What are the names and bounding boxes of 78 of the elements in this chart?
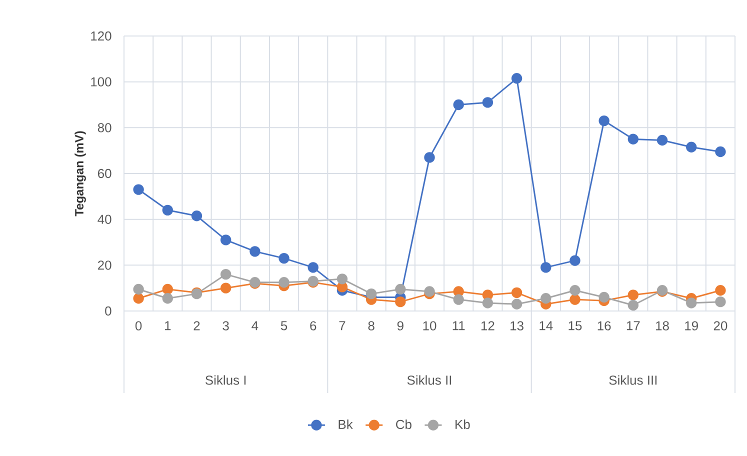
y-tick-label: 60 (98, 168, 112, 178)
point (162, 293, 173, 304)
point (511, 73, 522, 84)
x-tick-label: 6 (310, 321, 316, 330)
point (133, 293, 144, 304)
point (628, 300, 639, 311)
x-tick-label: 7 (339, 321, 346, 330)
x-tick-label: 9 (397, 321, 404, 330)
x-tick-label: 19 (685, 321, 698, 330)
legend-label: Bk (338, 420, 353, 429)
point (686, 142, 697, 152)
x-tick-label: 16 (598, 321, 611, 330)
point (628, 134, 639, 144)
x-tick-label: 18 (656, 321, 669, 330)
y-tick-label: 20 (98, 260, 112, 270)
y-tick-label: 100 (91, 77, 112, 86)
x-tick-label: 2 (194, 321, 200, 330)
x-tick-label: 11 (452, 321, 465, 330)
point (570, 255, 580, 266)
point (366, 288, 377, 300)
point (482, 298, 494, 308)
text: Siklus II (407, 375, 452, 385)
point (308, 262, 318, 273)
x-tick-label: 4 (252, 321, 258, 330)
y-tick-label: 120 (91, 31, 112, 41)
x-tick-label: 14 (540, 321, 553, 330)
legend-label: Kb (456, 420, 470, 430)
point (511, 298, 522, 310)
point (715, 285, 726, 296)
x-tick-label: 15 (568, 321, 582, 330)
point (220, 282, 232, 294)
point (540, 262, 552, 273)
point (250, 246, 260, 257)
point (191, 210, 202, 222)
point (715, 146, 726, 158)
y-tick-label: 80 (98, 123, 112, 132)
point (715, 296, 726, 308)
x-tick-label: 12 (481, 321, 494, 330)
point (540, 293, 552, 304)
point (656, 134, 668, 146)
text: Siklus I (205, 375, 246, 385)
x-tick-label: 3 (222, 321, 229, 330)
point (482, 97, 494, 108)
point (395, 296, 406, 308)
x-tick-label: 20 (714, 321, 728, 330)
point (162, 204, 173, 216)
point (453, 99, 464, 110)
legend-label: Cb (396, 420, 412, 430)
point (598, 115, 610, 126)
point (133, 284, 144, 295)
point (162, 284, 173, 295)
x-tick-label: 10 (423, 321, 436, 330)
point (395, 284, 406, 295)
point (570, 294, 580, 305)
point (511, 287, 522, 298)
point (424, 152, 435, 163)
point (628, 290, 639, 300)
point (278, 277, 290, 288)
x-tick-label: 1 (165, 321, 171, 330)
point (570, 285, 580, 296)
x-tick-label: 17 (626, 321, 640, 330)
point (133, 184, 144, 195)
point (336, 274, 348, 284)
y-tick-label: 0 (105, 306, 112, 316)
point (220, 268, 232, 280)
y-axis-title: Tegangan (mV) (74, 131, 86, 216)
x-tick-label: 0 (135, 321, 142, 330)
point (220, 234, 232, 246)
x-tick-label: 5 (280, 321, 288, 330)
x-tick-label: 13 (510, 321, 524, 330)
x-tick-label: 8 (368, 321, 374, 330)
point (686, 298, 697, 308)
point (598, 292, 610, 303)
point (453, 294, 464, 305)
text: Siklus III (609, 375, 657, 385)
point (278, 252, 290, 264)
point (424, 286, 435, 297)
y-tick-label: 40 (98, 214, 112, 224)
